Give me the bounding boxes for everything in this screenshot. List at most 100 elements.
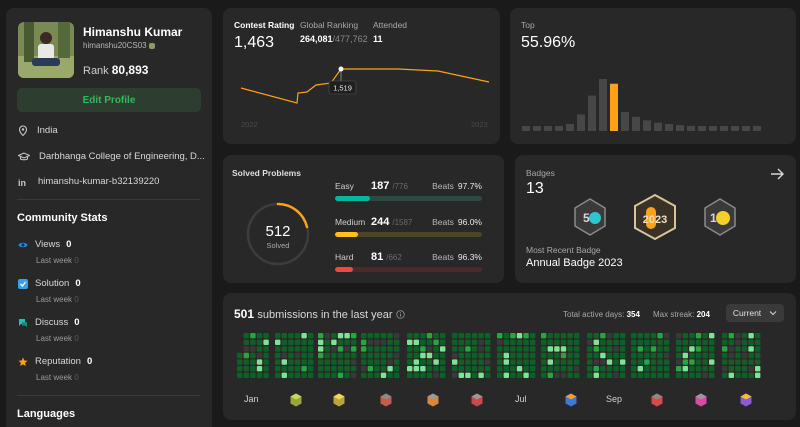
heatmap-cell[interactable] (361, 359, 367, 365)
heatmap-cell[interactable] (541, 346, 547, 352)
heatmap-cell[interactable] (337, 352, 344, 359)
heatmap-cell[interactable] (374, 366, 380, 372)
heatmap-cell[interactable] (458, 352, 464, 359)
heatmap-cell[interactable] (695, 346, 702, 352)
heatmap-cell[interactable] (237, 366, 243, 372)
difficulty-easy[interactable]: Easy 187 /776 Beats 97.7% (335, 180, 482, 201)
heatmap-cell[interactable] (722, 346, 728, 352)
heatmap-cell[interactable] (709, 372, 715, 378)
heatmap-cell[interactable] (275, 339, 281, 345)
heatmap-cell[interactable] (243, 346, 249, 352)
heatmap-cell[interactable] (631, 366, 637, 372)
heatmap-cell[interactable] (367, 333, 373, 339)
heatmap-cell[interactable] (407, 366, 413, 372)
heatmap-cell[interactable] (620, 372, 626, 378)
rating-chart[interactable]: 1,519 2022 2023 (223, 8, 500, 144)
heatmap-cell[interactable] (560, 352, 567, 359)
school-text[interactable]: Darbhanga College of Engineering, D... (39, 151, 205, 162)
heatmap-cell[interactable] (440, 339, 446, 345)
heatmap-cell[interactable] (574, 352, 580, 359)
histogram-bar[interactable] (533, 126, 541, 131)
heatmap-cell[interactable] (613, 333, 619, 339)
heatmap-cell[interactable] (387, 339, 393, 345)
heatmap-cell[interactable] (606, 359, 613, 365)
monthly-badge-icon[interactable] (427, 393, 439, 407)
heatmap-cell[interactable] (426, 372, 433, 378)
heatmap-cell[interactable] (541, 333, 547, 339)
heatmap-cell[interactable] (263, 372, 269, 378)
heatmap-cell[interactable] (613, 352, 619, 359)
heatmap-cell[interactable] (433, 346, 439, 352)
50-days-badge-icon[interactable]: 5 (572, 197, 608, 237)
heatmap-cell[interactable] (657, 339, 663, 345)
heatmap-cell[interactable] (458, 346, 464, 352)
heatmap-cell[interactable] (465, 366, 471, 372)
heatmap-cell[interactable] (497, 366, 503, 372)
heatmap-cell[interactable] (722, 333, 728, 339)
heatmap-cell[interactable] (433, 366, 439, 372)
heatmap-cell[interactable] (554, 333, 560, 339)
heatmap-cell[interactable] (587, 366, 593, 372)
heatmap-cell[interactable] (440, 366, 446, 372)
heatmap-cell[interactable] (407, 333, 413, 339)
heatmap-cell[interactable] (440, 359, 446, 365)
histogram-bar[interactable] (599, 79, 607, 131)
heatmap-cell[interactable] (587, 333, 593, 339)
heatmap-cell[interactable] (337, 339, 344, 345)
monthly-badge-icon[interactable] (380, 393, 392, 407)
heatmap-cell[interactable] (676, 372, 682, 378)
heatmap-cell[interactable] (530, 359, 536, 365)
heatmap-cell[interactable] (485, 366, 491, 372)
heatmap-cell[interactable] (574, 359, 580, 365)
heatmap-cell[interactable] (560, 372, 567, 378)
heatmap-cell[interactable] (650, 372, 657, 378)
heatmap-cell[interactable] (702, 352, 708, 359)
heatmap-cell[interactable] (644, 333, 650, 339)
heatmap-cell[interactable] (394, 333, 400, 339)
period-dropdown[interactable]: Current (726, 304, 784, 322)
monthly-badge-icon[interactable] (333, 393, 345, 407)
heatmap-cell[interactable] (337, 366, 344, 372)
heatmap-cell[interactable] (689, 339, 695, 345)
edit-profile-button[interactable]: Edit Profile (17, 88, 201, 112)
heatmap-cell[interactable] (593, 352, 599, 359)
heatmap-cell[interactable] (275, 372, 281, 378)
heatmap-cell[interactable] (243, 352, 249, 359)
heatmap-cell[interactable] (523, 372, 529, 378)
heatmap-cell[interactable] (367, 366, 373, 372)
monthly-badge-icon[interactable] (740, 393, 752, 407)
heatmap-cell[interactable] (337, 359, 344, 365)
heatmap-cell[interactable] (497, 333, 503, 339)
monthly-badge-icon[interactable] (695, 393, 707, 407)
heatmap-cell[interactable] (722, 372, 728, 378)
heatmap-cell[interactable] (288, 372, 294, 378)
heatmap-cell[interactable] (541, 372, 547, 378)
heatmap-cell[interactable] (497, 346, 503, 352)
heatmap-cell[interactable] (485, 339, 491, 345)
heatmap-cell[interactable] (755, 333, 761, 339)
heatmap-cell[interactable] (471, 372, 478, 378)
heatmap-cell[interactable] (387, 333, 393, 339)
heatmap-cell[interactable] (606, 352, 613, 359)
heatmap-cell[interactable] (256, 372, 263, 378)
heatmap-cell[interactable] (547, 372, 553, 378)
histogram-bar[interactable] (709, 126, 717, 131)
heatmap-cell[interactable] (237, 359, 243, 365)
heatmap-cell[interactable] (471, 366, 478, 372)
heatmap-cell[interactable] (256, 346, 263, 352)
heatmap-cell[interactable] (374, 333, 380, 339)
heatmap-cell[interactable] (361, 333, 367, 339)
heatmap-cell[interactable] (433, 339, 439, 345)
heatmap-cell[interactable] (452, 372, 458, 378)
heatmap-cell[interactable] (324, 333, 330, 339)
heatmap-cell[interactable] (485, 333, 491, 339)
monthly-badge-icon[interactable] (471, 393, 483, 407)
heatmap-cell[interactable] (344, 339, 350, 345)
heatmap-cell[interactable] (452, 339, 458, 345)
heatmap-cell[interactable] (620, 333, 626, 339)
heatmap-cell[interactable] (606, 372, 613, 378)
heatmap-cell[interactable] (281, 346, 287, 352)
heatmap-cell[interactable] (478, 352, 484, 359)
heatmap-cell[interactable] (600, 352, 606, 359)
heatmap-cell[interactable] (574, 339, 580, 345)
